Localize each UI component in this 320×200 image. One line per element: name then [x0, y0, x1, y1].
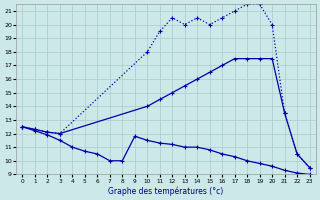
- X-axis label: Graphe des températures (°c): Graphe des températures (°c): [108, 186, 224, 196]
